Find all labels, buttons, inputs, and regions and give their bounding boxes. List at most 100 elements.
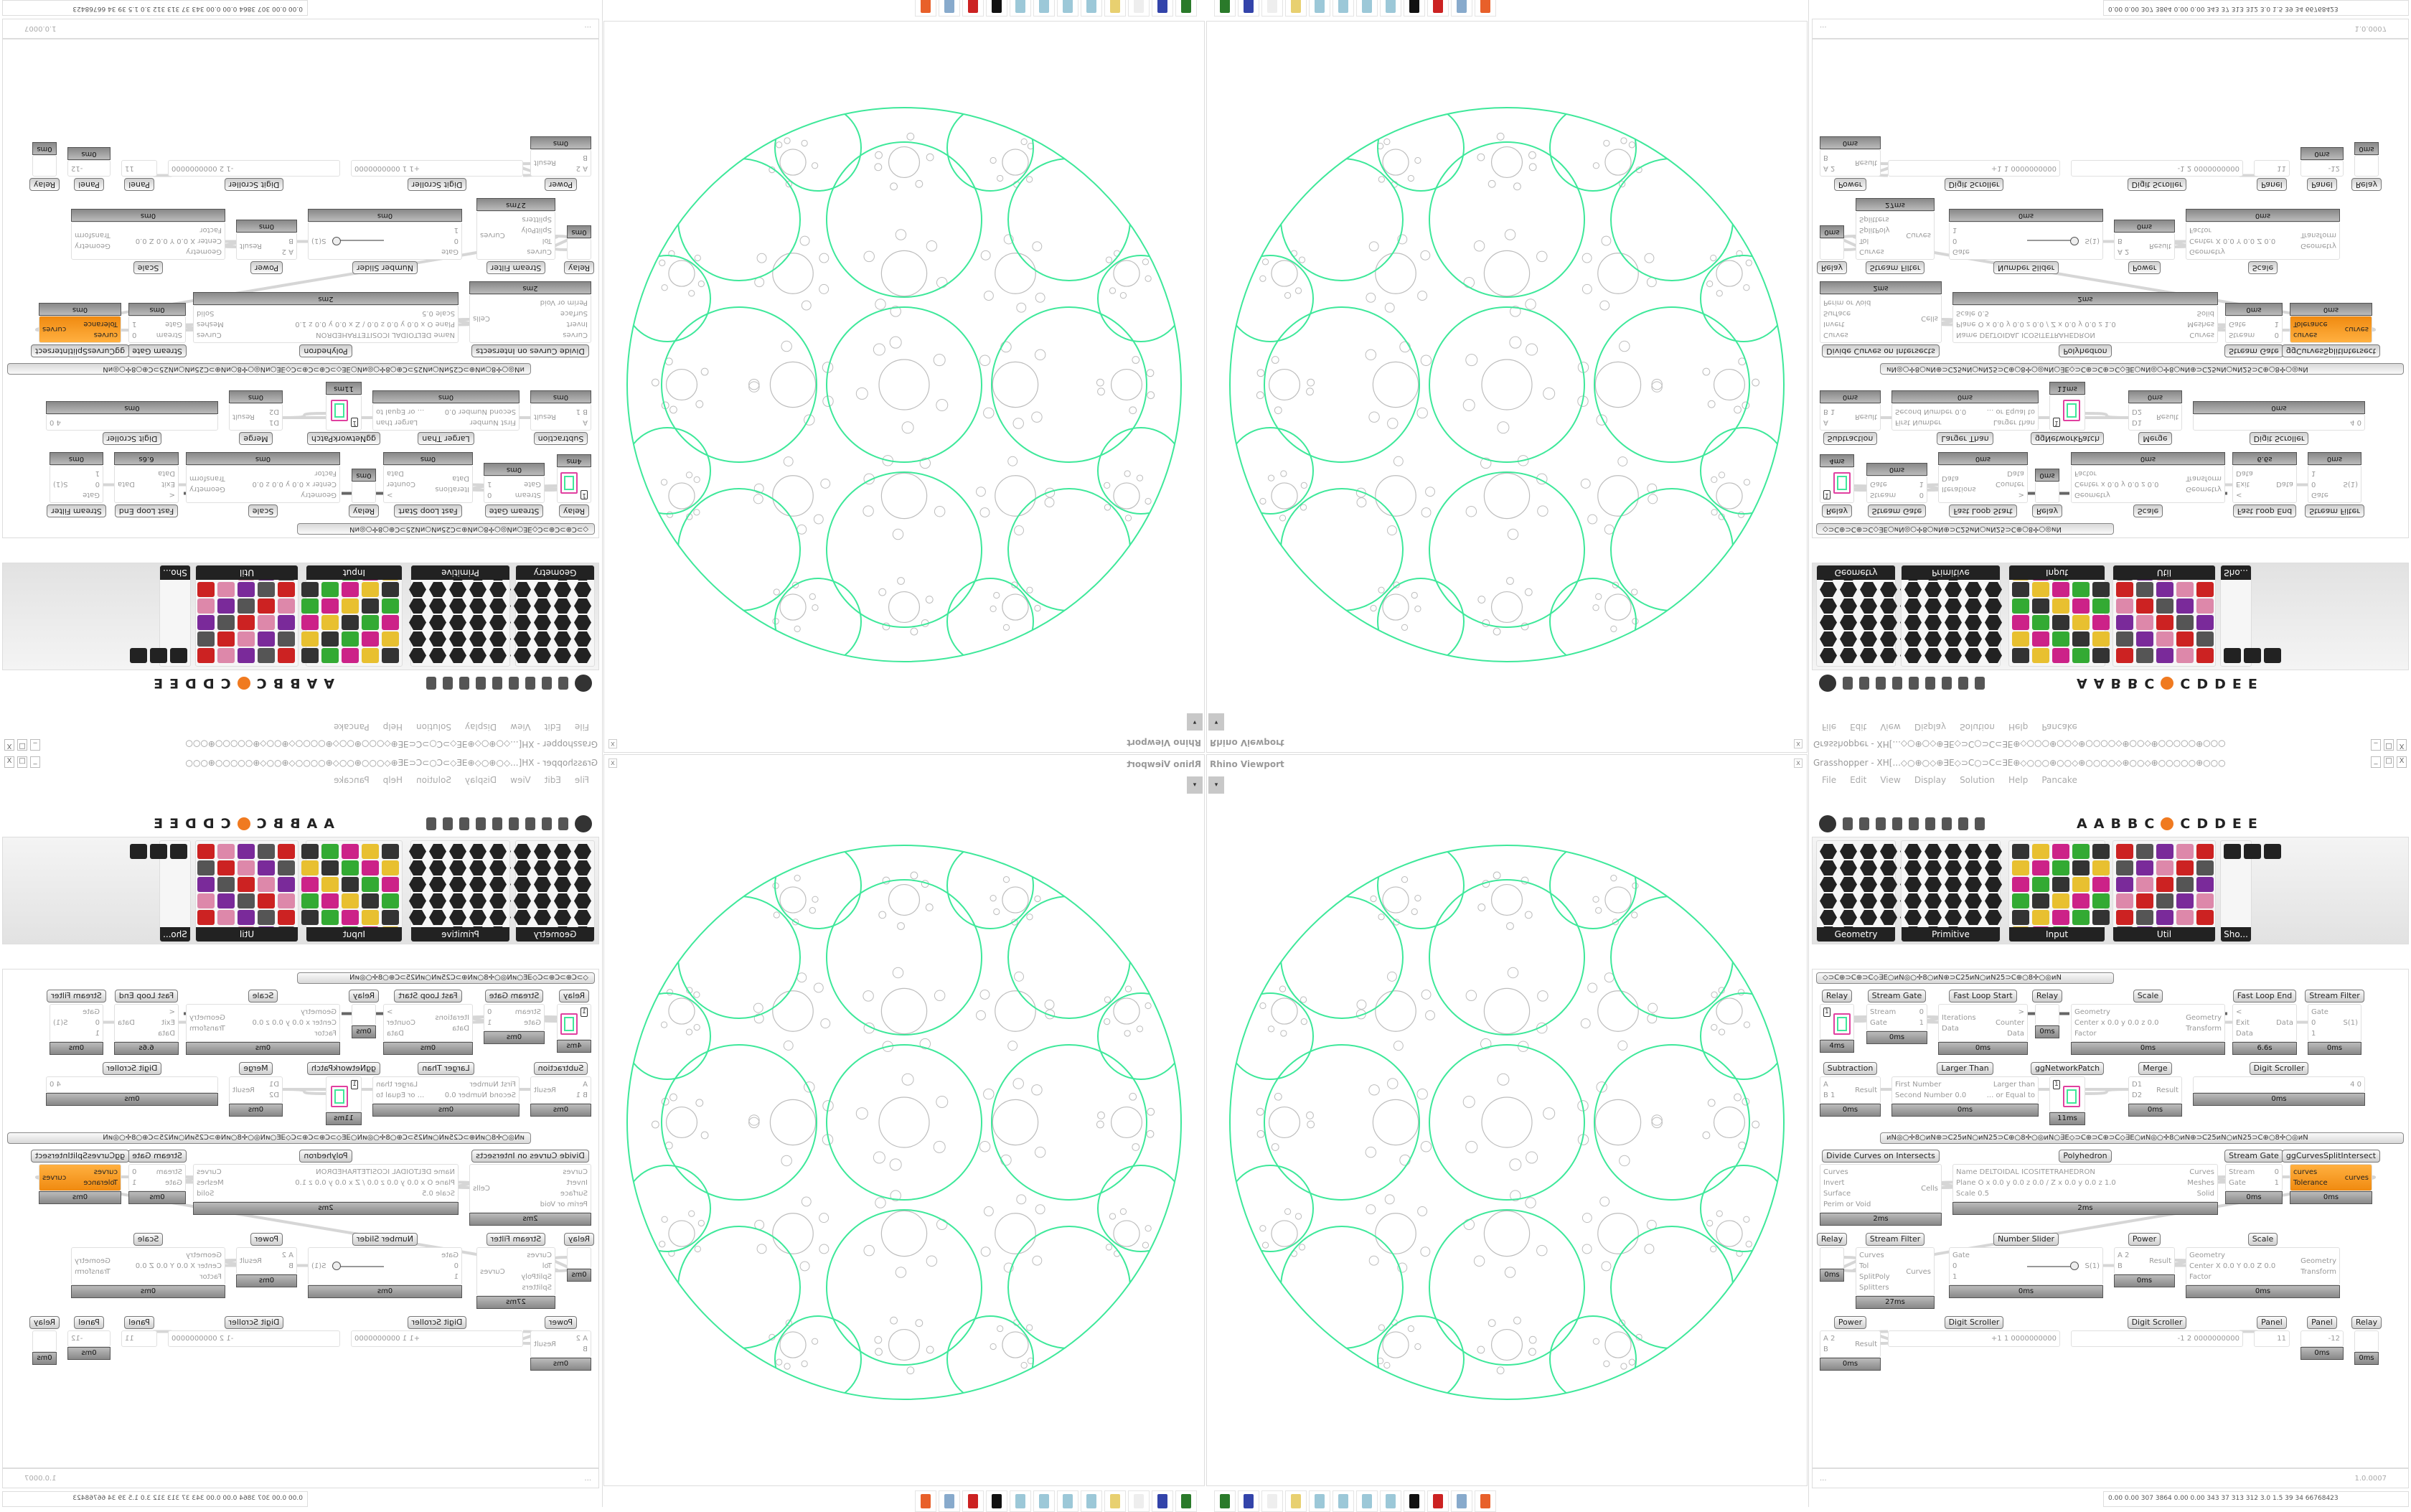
- node-body[interactable]: [2035, 482, 2059, 503]
- component-icon[interactable]: [2072, 582, 2090, 597]
- node-number-slider[interactable]: Number Slider Gate 0 1 S(1) 0ms: [308, 1233, 462, 1298]
- input-param[interactable]: Gate: [83, 1008, 100, 1016]
- component-icon[interactable]: [2072, 648, 2090, 663]
- component-icon[interactable]: [489, 582, 507, 597]
- output-param[interactable]: >: [387, 1008, 393, 1016]
- component-icon[interactable]: [429, 631, 446, 647]
- output-param[interactable]: Result: [534, 159, 556, 167]
- node-larger-than[interactable]: Larger Than First Number Second Number 0.0…: [1891, 1062, 2039, 1117]
- component-icon[interactable]: [574, 631, 591, 647]
- component-icon[interactable]: [1860, 860, 1877, 875]
- node-body[interactable]: curves Tolerance curves: [39, 1164, 121, 1191]
- output-param[interactable]: 11: [125, 1335, 134, 1343]
- input-param[interactable]: Gate: [524, 1019, 541, 1027]
- output-param[interactable]: Larger than: [1993, 418, 2035, 426]
- node-fast-loop-start[interactable]: Fast Loop Start Iterations Data > Counter Dat…: [383, 990, 473, 1055]
- tab-letter-D[interactable]: D: [185, 816, 197, 832]
- output-param[interactable]: Result: [1855, 1086, 1877, 1094]
- component-icon[interactable]: [130, 844, 147, 859]
- output-param[interactable]: Data: [387, 469, 404, 477]
- component-icon[interactable]: [2116, 893, 2133, 908]
- input-param[interactable]: Splitters: [1859, 1284, 1889, 1292]
- node-label[interactable]: Stream Filter: [47, 504, 106, 517]
- group-bar[interactable]: ◇⊃C⊕⊃C⊕⊃C◇∃E○ᴎN◎○✢8○ᴎN⊕⊃C25ᴎN○ᴎN25⊃C⊕○8✢…: [1816, 972, 2114, 984]
- node-label[interactable]: Merge: [239, 1062, 273, 1075]
- grasshopper-canvas[interactable]: ◇⊃C⊕⊃C⊕⊃C◇∃E○ᴎN◎○✢8○ᴎN⊕⊃C25ᴎN○ᴎN25⊃C⊕○8✢…: [1812, 969, 2409, 1468]
- node-label[interactable]: Digit Scroller: [407, 1316, 467, 1329]
- component-icon[interactable]: [554, 844, 571, 859]
- output-param[interactable]: Cells: [1921, 1184, 1938, 1193]
- component-icon[interactable]: [2136, 877, 2153, 892]
- component-icon[interactable]: [321, 598, 339, 614]
- component-icon[interactable]: [2136, 615, 2153, 630]
- component-icon[interactable]: [2072, 631, 2090, 647]
- component-icon[interactable]: [1840, 893, 1857, 908]
- component-icon[interactable]: [1820, 893, 1837, 908]
- input-param[interactable]: Name DELTOIDAL ICOSITETRAHEDRON: [316, 1168, 455, 1176]
- node-label[interactable]: Fast Loop Start: [1949, 504, 2017, 517]
- component-icon[interactable]: [2052, 844, 2069, 859]
- group-bar[interactable]: ᴎN◎○✢8○ᴎN⊕⊃C25ᴎN○ᴎN25⊃C⊕○8✢○◎ᴎN○∃E◇⊃C⊕⊃C…: [1880, 363, 2404, 375]
- component-icon[interactable]: [1924, 877, 1942, 892]
- node-polyhedron[interactable]: Polyhedron Name DELTOIDAL ICOSITETRAHEDRO…: [1952, 1150, 2218, 1215]
- input-param[interactable]: 0: [2311, 480, 2316, 488]
- menu-view[interactable]: View: [510, 722, 531, 732]
- input-param[interactable]: Curves: [563, 1168, 588, 1176]
- component-icon[interactable]: [1945, 877, 1962, 892]
- output-param[interactable]: Result: [534, 1086, 556, 1094]
- node-label[interactable]: Power: [1833, 178, 1867, 191]
- node-body[interactable]: First Number Second Number 0.0 Larger than…: [372, 1076, 520, 1104]
- transform-tab-icon[interactable]: [443, 817, 453, 830]
- input-param[interactable]: B 1: [575, 1091, 588, 1099]
- node-label[interactable]: Merge: [2138, 1062, 2172, 1075]
- component-icon[interactable]: [382, 860, 399, 875]
- output-param[interactable]: Larger than: [376, 418, 418, 426]
- node-body[interactable]: +1 1 0000000000: [1888, 160, 2060, 177]
- input-param[interactable]: 1: [95, 469, 100, 477]
- node-label[interactable]: Power: [544, 178, 578, 191]
- input-param[interactable]: Geometry: [186, 248, 222, 255]
- node-label[interactable]: Power: [1833, 1316, 1867, 1329]
- node-body[interactable]: [2035, 1004, 2059, 1025]
- output-param[interactable]: +1 1 0000000000: [354, 164, 420, 172]
- component-icon[interactable]: [1904, 631, 1922, 647]
- input-param[interactable]: 1: [1952, 1273, 1958, 1281]
- panel-value[interactable]: 1: [1823, 1008, 1830, 1017]
- input-param[interactable]: A 2: [1823, 1335, 1836, 1343]
- node-panel[interactable]: Panel 11: [2254, 1316, 2290, 1347]
- node-label[interactable]: Digit Scroller: [224, 178, 284, 191]
- node-panel[interactable]: Panel -12 0ms: [2300, 1316, 2344, 1360]
- taskbar-rhino-launcher-icon[interactable]: [1214, 0, 1236, 17]
- node-label[interactable]: Polyhedron: [299, 344, 352, 357]
- component-icon[interactable]: [2176, 615, 2194, 630]
- input-param[interactable]: <: [2236, 1008, 2242, 1016]
- node-larger-than[interactable]: Larger Than First Number Second Number 0.0…: [372, 1062, 520, 1117]
- input-param[interactable]: A 2: [281, 248, 293, 255]
- component-icon[interactable]: [197, 910, 215, 925]
- node-stream-gate[interactable]: Stream Gate Stream Gate 0 1 0ms: [2224, 1150, 2283, 1204]
- output-param[interactable]: Geometry: [2186, 485, 2222, 494]
- input-param[interactable]: Name DELTOIDAL ICOSITETRAHEDRON: [1956, 1168, 2095, 1176]
- display-tab-icon[interactable]: [1975, 817, 1985, 830]
- node-panel[interactable]: Panel -12 0ms: [2300, 147, 2344, 191]
- maximize-button[interactable]: □: [17, 756, 27, 768]
- node-stream-gate[interactable]: Stream Gate Stream Gate 0 1 0ms: [484, 990, 545, 1044]
- component-icon[interactable]: [362, 598, 379, 614]
- node-body[interactable]: Geometry Center x 0.0 y 0.0 z 0.0 Factor Ge…: [186, 1004, 340, 1042]
- vector-tab-icon[interactable]: [542, 677, 552, 690]
- node-ggcurvessplitintersect[interactable]: ggCurvesSplitIntersect curves Tolerance cur…: [2281, 1150, 2381, 1204]
- component-icon[interactable]: [1945, 860, 1962, 875]
- taskbar-inkscape-icon[interactable]: [1404, 0, 1425, 17]
- node-divide-curves-on-intersects[interactable]: Divide Curves on Intersects Curves Invert S…: [469, 1150, 591, 1226]
- component-icon[interactable]: [258, 877, 275, 892]
- output-param[interactable]: +1 1 0000000000: [1991, 164, 2057, 172]
- taskbar-notepad-icon[interactable]: [1010, 1490, 1031, 1512]
- taskbar-game-icon[interactable]: [1427, 0, 1449, 17]
- node-digit-scroller[interactable]: Digit Scroller 4 0 0ms: [46, 1062, 218, 1106]
- node-label[interactable]: Stream Filter: [2305, 990, 2364, 1002]
- component-icon[interactable]: [574, 844, 591, 859]
- node-panel[interactable]: Panel 11: [121, 160, 157, 191]
- node-body[interactable]: Curves Tol SplitPoly Splitters Curves: [1856, 211, 1935, 260]
- component-icon[interactable]: [1965, 877, 1982, 892]
- component-icon[interactable]: [2196, 893, 2214, 908]
